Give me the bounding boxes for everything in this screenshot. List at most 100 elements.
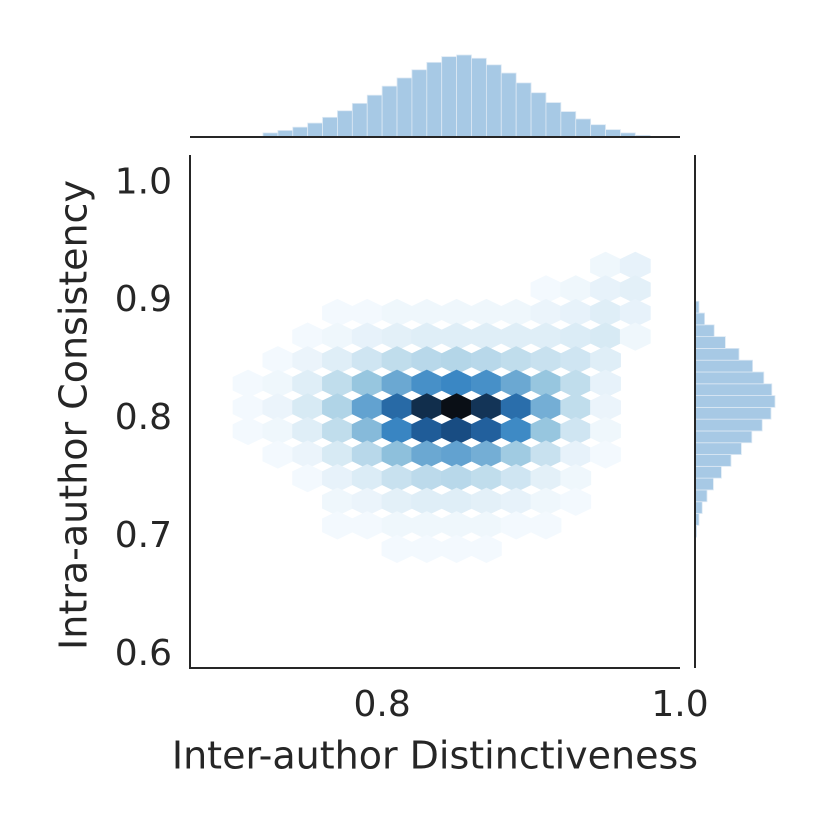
hex-cell — [322, 346, 353, 375]
hex-cell — [351, 322, 383, 351]
hex-cell — [441, 322, 472, 351]
y-tick-label: 1.0 — [115, 161, 172, 202]
x-hist-bar — [545, 102, 562, 138]
x-hist-bar — [351, 102, 368, 138]
hex-cell — [500, 298, 532, 328]
hex-cell — [411, 511, 443, 540]
x-hist-bar — [381, 85, 398, 138]
hex-cell — [381, 298, 413, 328]
hex-cell — [590, 393, 621, 422]
hex-cell — [351, 463, 383, 493]
hex-cell — [470, 369, 502, 398]
hex-cell — [530, 440, 562, 469]
hex-cell — [470, 322, 502, 351]
hex-cell — [470, 463, 502, 493]
hex-cell — [500, 487, 532, 516]
x-hist-bar — [366, 94, 383, 138]
hex-cell — [322, 393, 353, 422]
x-hist-bar — [396, 77, 413, 138]
hex-cell — [292, 416, 324, 446]
x-hist-bar — [292, 126, 309, 138]
hex-cell — [381, 440, 413, 469]
hex-cell — [590, 251, 621, 280]
hex-cell — [262, 416, 294, 446]
hex-cell — [381, 393, 413, 422]
hex-cell — [322, 322, 353, 351]
hex-cell — [441, 487, 472, 516]
y-hist-bar — [694, 489, 708, 503]
hex-cell — [560, 346, 592, 375]
x-hist-bar — [500, 72, 517, 138]
hex-cell — [411, 369, 443, 398]
y-hist-bar — [694, 359, 753, 373]
hex-cell — [441, 440, 472, 469]
y-hist-bar — [694, 477, 714, 491]
hex-cell — [530, 322, 562, 351]
x-hist-bar — [471, 57, 487, 138]
y-hist-bar — [694, 348, 740, 361]
hex-cell — [262, 393, 294, 422]
x-hist-bar — [605, 129, 621, 138]
hex-cell — [500, 393, 532, 422]
hex-cell — [500, 511, 532, 540]
hex-cell — [530, 346, 562, 375]
hex-cell — [381, 369, 413, 398]
hex-cell — [351, 487, 383, 516]
hex-cell — [590, 440, 621, 469]
hex-cell — [500, 463, 532, 493]
y-tick-label: 0.6 — [115, 633, 172, 674]
hex-cell — [292, 393, 324, 422]
hex-cell — [411, 440, 443, 469]
y-hist-bar — [694, 395, 776, 408]
hex-cell — [381, 416, 413, 446]
hex-cell — [441, 298, 472, 328]
hex-cell — [590, 275, 621, 304]
hex-cell — [590, 369, 621, 398]
x-hist-bar — [456, 54, 472, 138]
hex-cell — [411, 322, 443, 351]
y-hist-bar — [694, 312, 706, 326]
hex-cell — [232, 416, 264, 446]
hex-cell — [500, 369, 532, 398]
hex-cell — [322, 463, 353, 493]
hex-cell — [322, 511, 353, 540]
hex-cell — [441, 534, 472, 564]
hex-cell — [560, 298, 592, 328]
hex-cell — [351, 393, 383, 422]
x-tick-label: 1.0 — [651, 684, 708, 725]
hex-cell — [381, 511, 413, 540]
hex-cell — [292, 369, 324, 398]
x-axis-label: Inter-author Distinctiveness — [172, 734, 698, 778]
x-hist-bar — [515, 82, 532, 138]
hex-cell — [560, 275, 592, 304]
hex-cell — [500, 440, 532, 469]
hexbin-layer — [232, 251, 651, 564]
hex-cell — [560, 416, 592, 446]
hex-cell — [441, 511, 472, 540]
x-hist-bar — [426, 61, 443, 138]
hex-cell — [262, 369, 294, 398]
hex-cell — [351, 511, 383, 540]
hex-cell — [470, 416, 502, 446]
hex-cell — [441, 463, 472, 493]
hex-cell — [381, 322, 413, 351]
hex-cell — [351, 369, 383, 398]
hex-cell — [411, 463, 443, 493]
hex-cell — [470, 511, 502, 540]
hex-cell — [411, 416, 443, 446]
hex-cell — [530, 275, 562, 304]
hex-cell — [530, 487, 562, 516]
hex-cell — [381, 534, 413, 564]
hex-cell — [292, 346, 324, 375]
hex-cell — [560, 487, 592, 516]
hex-cell — [292, 322, 324, 351]
y-hist-bar — [694, 465, 722, 479]
hex-cell — [441, 369, 472, 398]
hex-cell — [322, 440, 353, 469]
hex-cell — [560, 440, 592, 469]
ticks: 0.8 1.0 0.6 0.7 0.8 0.9 1.0 — [115, 161, 709, 725]
hex-cell — [560, 369, 592, 398]
hex-cell — [351, 346, 383, 375]
hex-cell — [262, 440, 294, 469]
y-hist-bar — [694, 371, 765, 385]
